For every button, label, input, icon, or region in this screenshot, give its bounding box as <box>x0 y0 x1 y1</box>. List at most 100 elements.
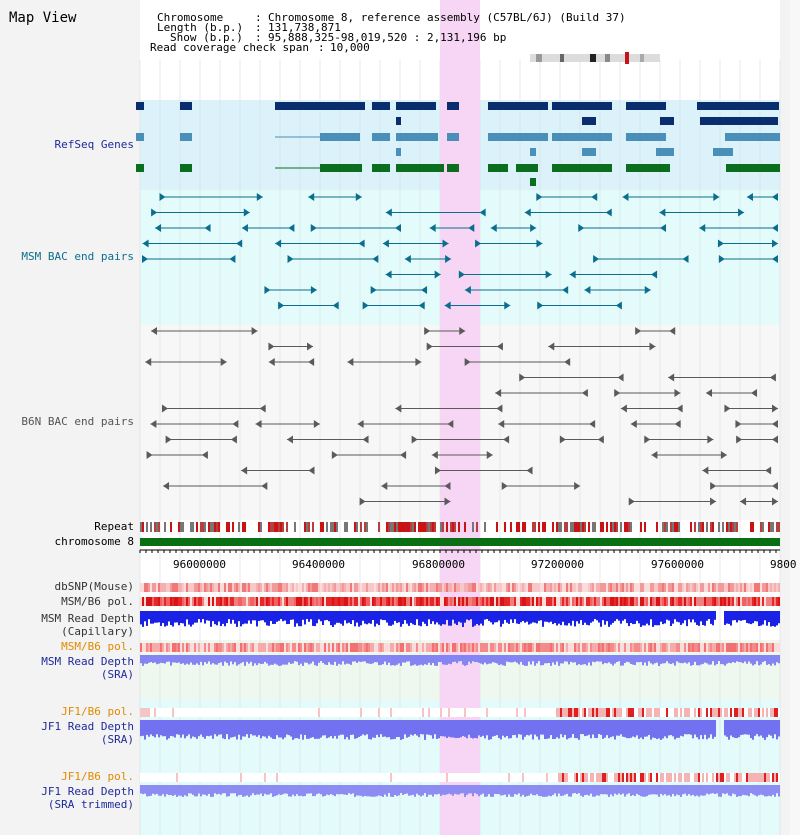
track-label-jf1-pol-trimmed[interactable]: JF1/B6 pol. <box>61 770 134 783</box>
track-label-chromosome[interactable]: chromosome 8 <box>54 535 134 548</box>
msm-pol-heat <box>642 597 644 606</box>
msm-pol-sra-heat <box>362 643 364 652</box>
track-label-jf1-depth-trimmed[interactable]: JF1 Read Depth <box>41 785 134 798</box>
dbsnp-heat <box>310 583 312 592</box>
msm-depth-sra-bar <box>768 655 770 665</box>
jf1-depth-bar <box>238 720 240 735</box>
dbsnp-heat <box>392 583 394 592</box>
msm-depth-cap-bar <box>668 611 670 621</box>
msm-pol-sra-heat <box>300 643 302 652</box>
msm-depth-sra-bar <box>500 655 502 665</box>
jf1-depth-bar <box>622 720 624 737</box>
jf1-depth-trimmed-bar <box>674 785 676 797</box>
dbsnp-heat <box>282 583 284 592</box>
track-label-msm-bac[interactable]: MSM BAC end pairs <box>21 250 134 263</box>
msm-pol-heat <box>390 597 392 606</box>
msm-pol-sra-heat <box>530 643 532 652</box>
jf1-pol-heat <box>686 708 688 717</box>
msm-depth-sra-bar <box>734 655 736 663</box>
bac-end-arrow <box>559 435 566 444</box>
msm-depth-sra-bar <box>644 655 646 663</box>
msm-depth-cap-bar <box>288 611 290 624</box>
track-label-msm-depth-sra[interactable]: MSM Read Depth <box>41 655 134 668</box>
jf1-depth-bar <box>182 720 184 735</box>
track-label-jf1-depth[interactable]: JF1 Read Depth <box>41 720 134 733</box>
jf1-depth-bar <box>348 720 350 740</box>
jf1-depth-trimmed-bar <box>224 785 226 794</box>
jf1-depth-trimmed-bar <box>174 785 176 795</box>
track-label-refseq[interactable]: RefSeq Genes <box>54 138 134 151</box>
msm-pol-sra-heat <box>380 643 382 652</box>
jf1-pol-heat <box>584 708 586 717</box>
msm-pol-heat <box>278 597 280 606</box>
msm-pol-heat <box>676 597 678 606</box>
track-label-repeat[interactable]: Repeat <box>94 520 134 533</box>
msm-pol-heat <box>424 597 426 606</box>
dbsnp-heat <box>556 583 558 592</box>
track-label-msm-pol[interactable]: MSM/B6 pol. <box>61 595 134 608</box>
msm-pol-sra-heat <box>178 643 180 652</box>
repeat-mark <box>140 522 142 532</box>
msm-depth-sra-bar <box>516 655 518 663</box>
jf1-depth-trimmed-bar <box>148 785 150 797</box>
msm-depth-sra-bar <box>744 655 746 662</box>
msm-pol-heat <box>498 597 500 606</box>
track-label-jf1-pol[interactable]: JF1/B6 pol. <box>61 705 134 718</box>
msm-pol-heat <box>658 597 660 606</box>
dbsnp-heat <box>314 583 316 592</box>
msm-depth-cap-bar <box>254 611 256 621</box>
track-label-b6n-bac[interactable]: B6N BAC end pairs <box>21 415 134 428</box>
jf1-depth-trimmed-bar <box>474 785 476 794</box>
dbsnp-heat <box>578 583 580 592</box>
jf1-depth-trimmed-bar <box>746 785 748 796</box>
jf1-pol-heat <box>748 708 750 717</box>
jf1-pol-heat <box>630 708 632 717</box>
msm-pol-heat <box>530 597 532 606</box>
msm-depth-sra-bar <box>234 655 236 663</box>
track-label-msm-depth-capillary[interactable]: MSM Read Depth <box>41 612 134 625</box>
msm-pol-sra-heat <box>212 643 214 652</box>
msm-pol-heat <box>420 597 422 606</box>
msm-pol-sra-heat <box>624 643 626 652</box>
msm-pol-heat <box>706 597 708 606</box>
repeat-mark <box>278 522 280 532</box>
bac-end-arrow <box>674 420 681 428</box>
jf1-depth-trimmed-bar <box>460 785 462 794</box>
dbsnp-heat <box>508 583 510 592</box>
msm-pol-heat <box>536 597 538 606</box>
msm-pol-sra-heat <box>214 643 216 652</box>
msm-pol-heat <box>588 597 590 606</box>
msm-depth-cap-bar <box>206 611 208 621</box>
msm-depth-cap-bar <box>370 611 372 624</box>
msm-depth-cap-bar <box>326 611 328 620</box>
msm-pol-heat <box>584 597 586 606</box>
jf1-depth-trimmed-bar <box>448 785 450 794</box>
msm-depth-cap-bar <box>190 611 192 627</box>
dbsnp-heat <box>264 583 266 592</box>
jf1-depth-trimmed-bar <box>278 785 280 795</box>
dbsnp-heat <box>238 583 240 592</box>
jf1-pol-trimmed-heat <box>678 773 680 782</box>
jf1-depth-bar <box>608 720 610 739</box>
jf1-depth-trimmed-bar <box>242 785 244 797</box>
msm-pol-heat <box>256 597 258 606</box>
dbsnp-heat <box>762 583 764 592</box>
jf1-depth-bar <box>468 720 470 735</box>
msm-depth-cap-bar <box>762 611 764 625</box>
jf1-depth-bar <box>686 720 688 735</box>
jf1-depth-bar <box>758 720 760 737</box>
jf1-depth-bar <box>366 720 368 735</box>
jf1-depth-trimmed-bar <box>322 785 324 797</box>
msm-depth-cap-bar <box>616 611 618 620</box>
msm-pol-sra-heat <box>420 643 422 652</box>
track-label-dbsnp[interactable]: dbSNP(Mouse) <box>54 580 134 593</box>
jf1-depth-trimmed-bar <box>366 785 368 797</box>
dbsnp-heat <box>414 583 416 592</box>
msm-depth-sra-bar <box>746 655 748 664</box>
repeat-mark <box>356 522 358 532</box>
track-label-msm-pol-sra[interactable]: MSM/B6 pol. <box>61 640 134 653</box>
jf1-depth-trimmed-bar <box>752 785 754 795</box>
msm-pol-sra-heat <box>224 643 226 652</box>
dbsnp-heat <box>260 583 262 592</box>
